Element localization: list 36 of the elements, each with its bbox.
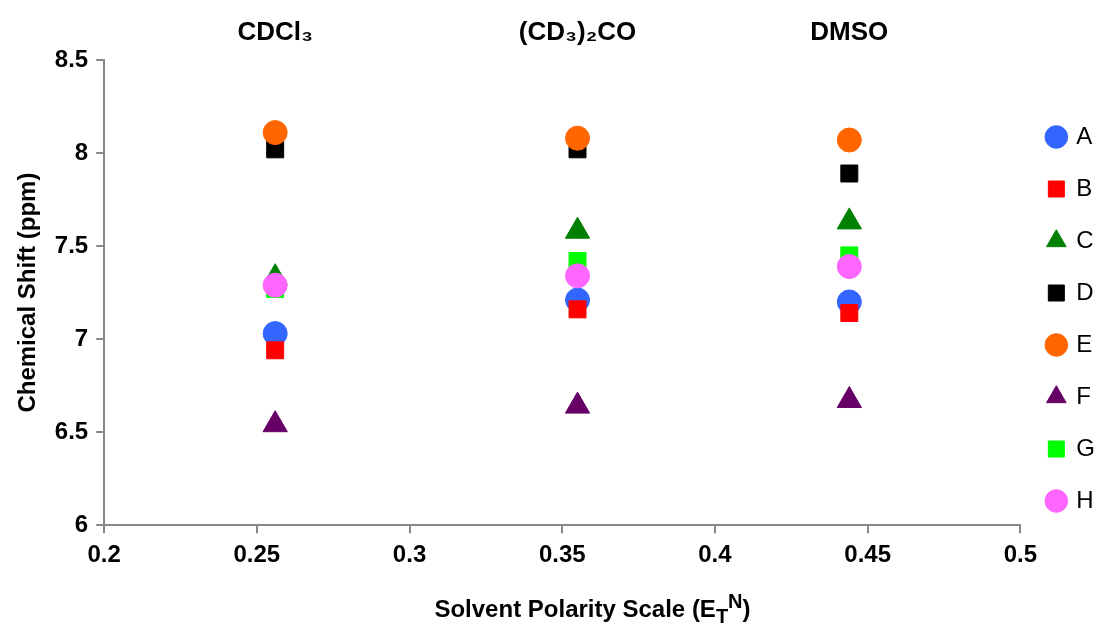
point — [262, 120, 288, 146]
text: DMSO — [810, 16, 889, 46]
legend-label: A — [1076, 121, 1093, 149]
legend-label: B — [1076, 173, 1093, 201]
x-tick-label: 0.45 — [844, 540, 891, 568]
y-tick-label: 6.5 — [54, 416, 89, 444]
y-axis-title: Chemical Shift (ppm) — [13, 172, 41, 413]
y-tick-label: 7 — [74, 323, 89, 351]
x-tick-label: 0.5 — [1003, 540, 1038, 568]
legend-label: D — [1076, 277, 1094, 305]
legend-label: F — [1076, 381, 1091, 409]
legend-label: G — [1076, 433, 1095, 461]
point — [568, 300, 587, 319]
point — [840, 164, 859, 183]
x-tick-label: 0.35 — [538, 540, 586, 568]
x-axis-title: Solvent Polarity Scale (E$_{T}$$^{N}$) — [433, 590, 752, 628]
legend-label: E — [1076, 329, 1093, 357]
x-tick-label: 0.4 — [698, 540, 733, 568]
point — [836, 127, 862, 153]
text: (CD₃)₂CO — [518, 16, 637, 46]
y-tick-label: 6 — [74, 509, 89, 537]
y-tick-label: 7.5 — [54, 230, 89, 258]
legend-label: C — [1076, 225, 1094, 253]
text: CDCl₃ — [237, 16, 313, 46]
point — [262, 272, 288, 298]
point — [836, 254, 862, 280]
y-tick-label: 8.5 — [54, 44, 89, 72]
point — [565, 125, 591, 151]
point — [565, 263, 591, 289]
x-tick-label: 0.25 — [233, 540, 281, 568]
legend-label: H — [1076, 485, 1094, 513]
x-tick-label: 0.3 — [392, 540, 427, 568]
point — [266, 341, 285, 360]
x-tick-label: 0.2 — [87, 540, 121, 568]
y-tick-label: 8 — [74, 137, 89, 165]
point — [840, 304, 859, 323]
